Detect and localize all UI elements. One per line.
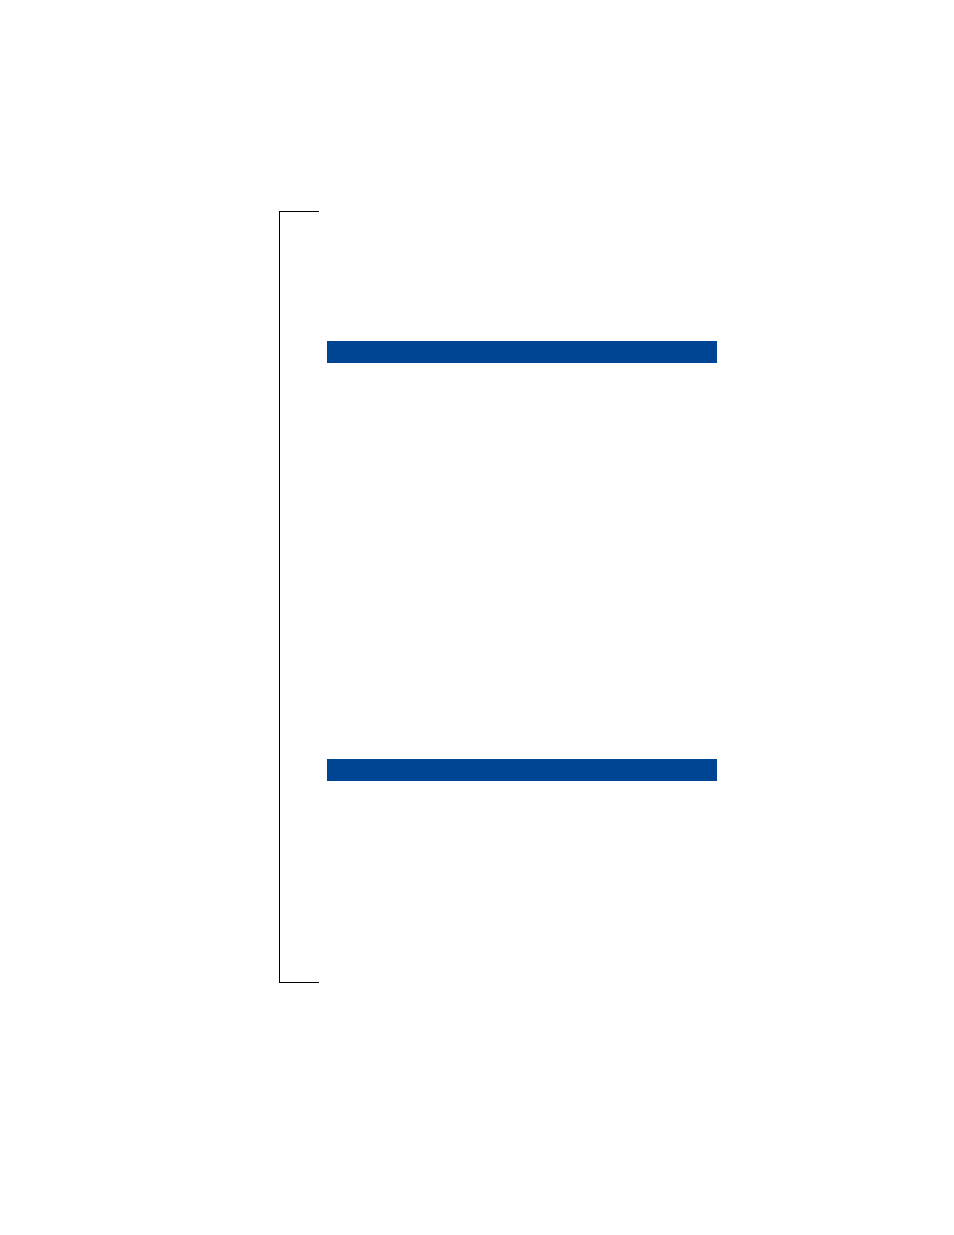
page: [0, 0, 954, 1235]
horizontal-bar-2: [327, 759, 717, 781]
horizontal-bar-1: [327, 341, 717, 363]
bracket-shape: [279, 211, 319, 983]
